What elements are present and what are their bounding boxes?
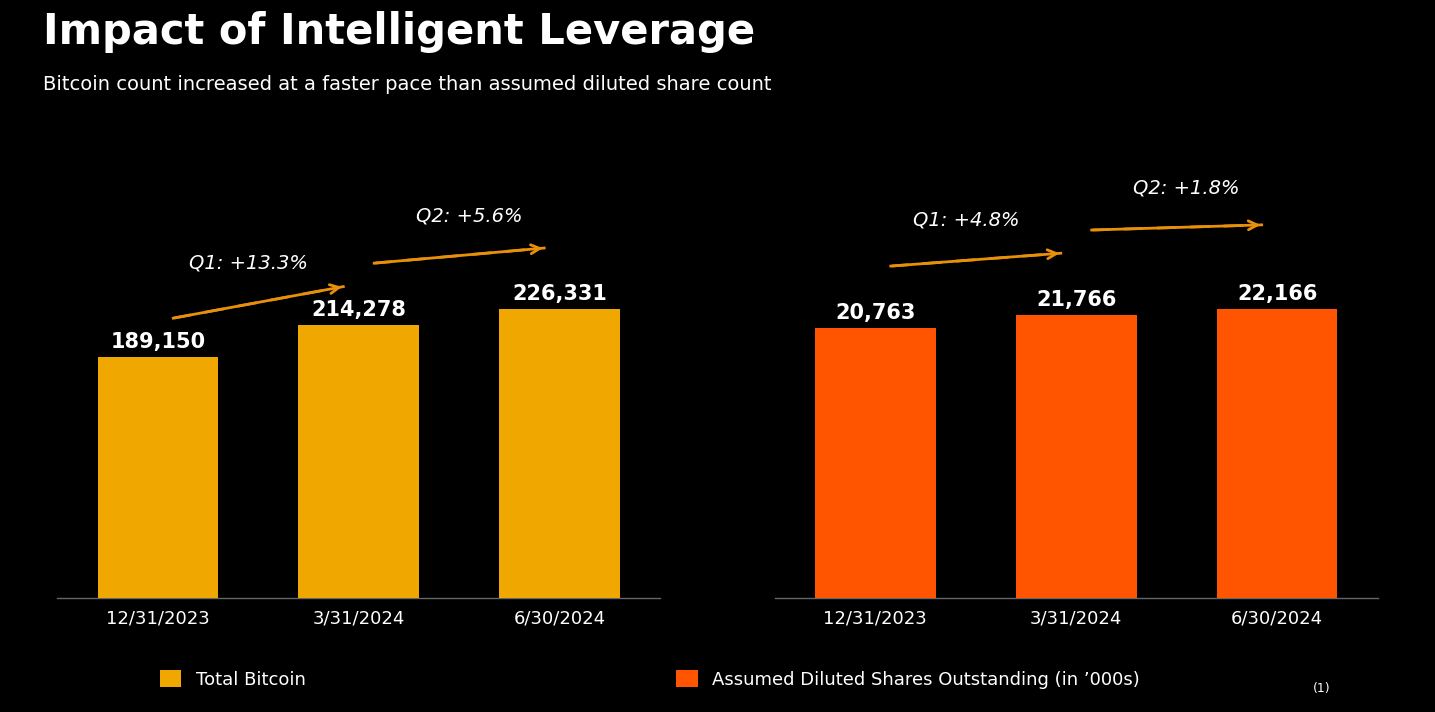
Bar (98, 357, 218, 598)
Text: Bitcoin count increased at a faster pace than assumed diluted share count: Bitcoin count increased at a faster pace… (43, 75, 772, 94)
Text: 20,763: 20,763 (835, 303, 916, 323)
Text: 189,150: 189,150 (110, 332, 205, 352)
Text: Q2: +5.6%: Q2: +5.6% (416, 206, 522, 226)
Bar (815, 328, 936, 598)
Text: Q1: +4.8%: Q1: +4.8% (913, 211, 1019, 230)
Text: Q1: +13.3%: Q1: +13.3% (189, 253, 307, 273)
Text: Impact of Intelligent Leverage: Impact of Intelligent Leverage (43, 11, 755, 53)
Text: 214,278: 214,278 (311, 300, 406, 320)
Text: 22,166: 22,166 (1237, 284, 1317, 304)
Legend: Assumed Diluted Shares Outstanding (in ’000s): Assumed Diluted Shares Outstanding (in ’… (669, 663, 1148, 696)
Text: 226,331: 226,331 (512, 284, 607, 304)
Legend: Total Bitcoin: Total Bitcoin (152, 663, 313, 696)
Bar (1217, 310, 1337, 598)
Text: Q2: +1.8%: Q2: +1.8% (1134, 179, 1240, 197)
Bar (499, 310, 620, 598)
Bar (1016, 315, 1137, 598)
Text: 21,766: 21,766 (1036, 290, 1116, 310)
Text: (1): (1) (1313, 682, 1330, 695)
Bar (298, 325, 419, 598)
